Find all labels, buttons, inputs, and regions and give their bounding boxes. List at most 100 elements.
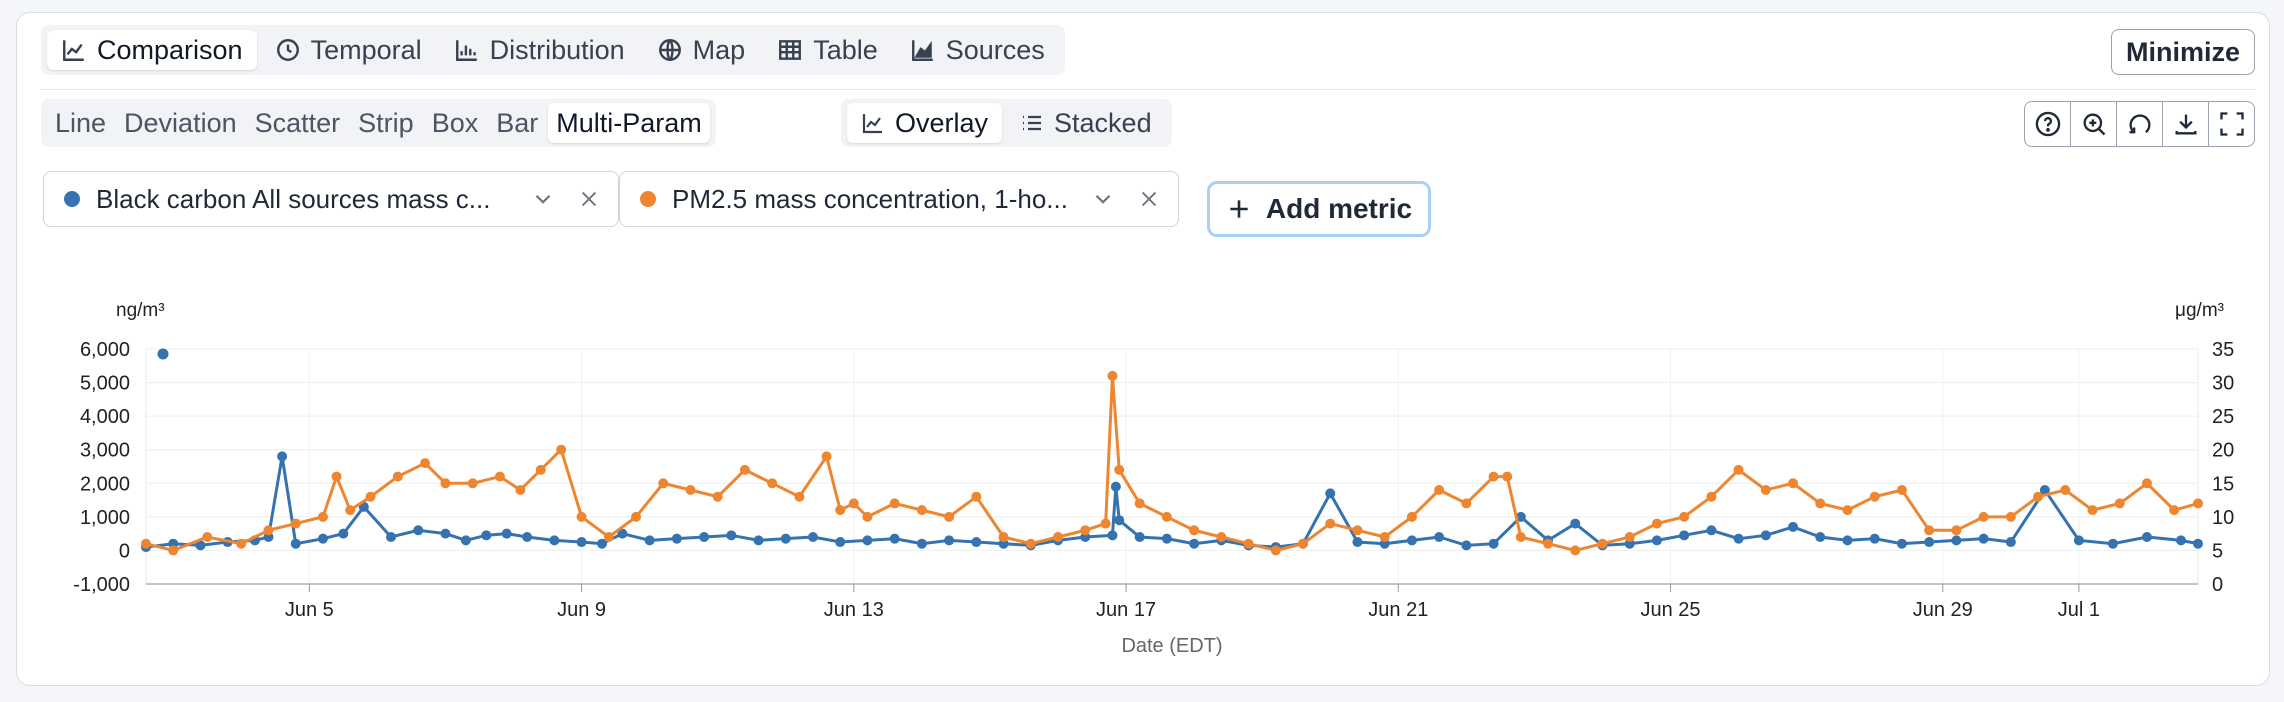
- divider: [41, 89, 2255, 90]
- series-point: [2175, 535, 2186, 546]
- series-point: [202, 532, 213, 542]
- mode-stacked[interactable]: Stacked: [1006, 103, 1166, 143]
- area-chart-icon: [911, 40, 933, 61]
- close-icon[interactable]: [578, 188, 600, 210]
- series-point: [290, 538, 301, 549]
- chevron-down-icon[interactable]: [530, 186, 556, 212]
- series-point: [685, 485, 696, 495]
- series-point: [597, 538, 607, 549]
- chart-type-bar[interactable]: Bar: [496, 107, 539, 138]
- series-point: [2039, 485, 2050, 495]
- tab-distribution[interactable]: Distribution: [440, 30, 639, 70]
- series-point: [753, 535, 764, 546]
- series-point: [1352, 537, 1363, 548]
- x-tick-label: Jun 5: [285, 599, 334, 621]
- chart-type-strip[interactable]: Strip: [358, 107, 414, 138]
- x-tick-label: Jun 13: [824, 599, 884, 621]
- chart-type-line[interactable]: Line: [55, 107, 107, 138]
- series-point: [1379, 532, 1390, 542]
- zoom-in-icon: [2083, 113, 2105, 136]
- reset-button[interactable]: [2117, 102, 2163, 146]
- view-tabs: Comparison Temporal Distribution Map Tab…: [41, 25, 1065, 75]
- tab-table[interactable]: Table: [763, 30, 892, 70]
- series-point: [392, 471, 403, 482]
- help-button[interactable]: [2025, 102, 2071, 146]
- tab-map[interactable]: Map: [643, 30, 760, 70]
- series-point: [2141, 532, 2152, 542]
- x-tick-label: Jun 21: [1368, 599, 1428, 621]
- series-point: [2087, 505, 2098, 516]
- series-point: [494, 471, 505, 482]
- close-icon[interactable]: [1138, 188, 1160, 210]
- y-right-tick-label: 35: [2212, 339, 2234, 361]
- series-point: [1161, 511, 1172, 522]
- series-point: [1706, 491, 1717, 502]
- download-button[interactable]: [2163, 102, 2209, 146]
- series-point: [1434, 485, 1445, 495]
- series-point: [1270, 545, 1281, 556]
- tab-sources[interactable]: Sources: [896, 30, 1059, 70]
- series-point: [1788, 521, 1799, 532]
- series-point: [1434, 532, 1445, 542]
- series-point: [1597, 538, 1608, 549]
- series-point: [1624, 532, 1635, 542]
- series-point: [1733, 464, 1744, 475]
- tab-temporal[interactable]: Temporal: [261, 30, 436, 70]
- series-point: [1100, 518, 1111, 529]
- add-metric-button[interactable]: Add metric: [1207, 181, 1431, 237]
- series-point: [603, 532, 614, 542]
- series-point: [1760, 485, 1771, 495]
- series-point: [1706, 525, 1717, 536]
- series-point: [440, 528, 451, 539]
- series-layer: [141, 348, 2203, 556]
- tab-comparison[interactable]: Comparison: [47, 30, 257, 70]
- series-point: [916, 505, 927, 516]
- x-tick-label: Jun 25: [1641, 599, 1701, 621]
- series-point: [971, 537, 982, 548]
- layout-mode-tabs: Overlay Stacked: [841, 99, 1172, 147]
- series-point: [780, 533, 791, 544]
- chart-type-box[interactable]: Box: [431, 107, 479, 138]
- series-point: [440, 478, 451, 489]
- series-point: [331, 471, 342, 482]
- fullscreen-button[interactable]: [2209, 102, 2254, 146]
- series-point: [2141, 478, 2152, 489]
- minimize-button[interactable]: Minimize: [2110, 29, 2255, 75]
- tab-label: Temporal: [310, 34, 422, 65]
- tab-label: Distribution: [489, 34, 625, 65]
- series-point: [1114, 464, 1125, 475]
- y-left-tick-label: 2,000: [80, 473, 130, 495]
- series-point: [2169, 505, 2180, 516]
- zoom-in-button[interactable]: [2071, 102, 2117, 146]
- mode-overlay[interactable]: Overlay: [847, 103, 1003, 143]
- series-point: [2005, 537, 2016, 548]
- series-point: [658, 478, 669, 489]
- series-point: [501, 528, 512, 539]
- series-point: [1352, 525, 1363, 536]
- series-point: [2060, 485, 2071, 495]
- chart-type-scatter[interactable]: Scatter: [254, 107, 341, 138]
- series-point: [2107, 538, 2118, 549]
- series-point: [1488, 538, 1499, 549]
- metric-selector-black-carbon[interactable]: Black carbon All sources mass c...: [43, 171, 619, 227]
- download-icon: [2175, 114, 2196, 135]
- series-point: [1515, 532, 1526, 542]
- metric-selector-pm25[interactable]: PM2.5 mass concentration, 1-ho...: [619, 171, 1179, 227]
- series-point: [1570, 545, 1581, 556]
- series-line-0: [145, 456, 2199, 549]
- series-point: [549, 535, 560, 546]
- chart-type-deviation[interactable]: Deviation: [124, 107, 237, 138]
- line-chart-icon: [862, 114, 882, 134]
- series-point: [420, 458, 431, 469]
- series-point: [277, 451, 288, 462]
- x-tick-label: Jun 17: [1096, 599, 1156, 621]
- series-point: [1842, 505, 1853, 516]
- chart-type-multi-param[interactable]: Multi-Param: [548, 103, 710, 143]
- chevron-down-icon[interactable]: [1090, 186, 1116, 212]
- series-point: [263, 525, 274, 536]
- series-point: [576, 511, 587, 522]
- y-left-tick-label: 0: [119, 540, 130, 562]
- metric-label: PM2.5 mass concentration, 1-ho...: [672, 183, 1068, 214]
- series-point: [1896, 538, 1907, 549]
